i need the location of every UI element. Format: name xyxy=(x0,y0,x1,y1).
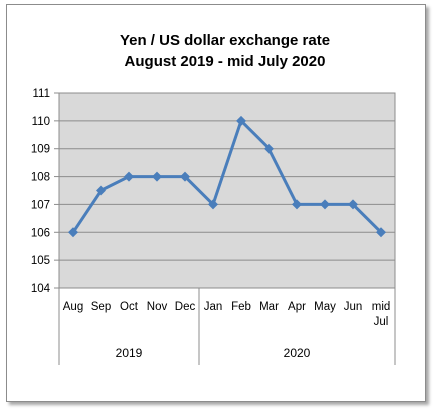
x-tick-label: Apr xyxy=(288,301,306,313)
data-point-dec xyxy=(180,171,190,182)
y-tick-label: 111 xyxy=(33,88,50,100)
x-tick-label: May xyxy=(314,301,336,313)
y-tick-label: 106 xyxy=(31,227,50,239)
data-point-mid-jul xyxy=(376,227,386,238)
x-tick-label: Jan xyxy=(204,301,223,313)
data-point-sep xyxy=(96,185,106,196)
y-tick-label: 104 xyxy=(31,283,51,295)
gridlines xyxy=(59,92,395,289)
y-tick-label: 108 xyxy=(31,172,50,184)
x-tick-label: mid Jul xyxy=(372,301,391,328)
x-group-label: 2020 xyxy=(284,346,311,360)
y-axis: 104 105 106 107 108 109 110 111 xyxy=(31,88,59,295)
series-line-group xyxy=(68,115,386,238)
x-tick-label: Dec xyxy=(175,301,196,313)
y-tick-label: 107 xyxy=(31,199,50,211)
data-point-jan xyxy=(208,199,218,210)
y-tick-label: 105 xyxy=(31,255,50,267)
data-point-feb xyxy=(236,115,246,126)
x-tick-label: Nov xyxy=(147,301,168,313)
x-tick-label: Oct xyxy=(120,301,139,313)
y-tick-label: 110 xyxy=(32,116,50,128)
x-axis: Aug Sep Oct Nov Dec Jan Feb Mar Apr May Jun mid Jul 2… xyxy=(58,288,396,365)
data-point-oct xyxy=(124,171,134,182)
data-point-nov xyxy=(152,171,162,182)
x-tick-label: Sep xyxy=(91,301,111,313)
data-point-aug xyxy=(68,227,78,238)
x-tick-label: Feb xyxy=(231,301,251,313)
y-tick-label: 109 xyxy=(31,144,50,156)
chart-title-line1: Yen / US dollar exchange rate xyxy=(120,32,330,49)
data-point-jun xyxy=(348,199,358,210)
plot-area xyxy=(58,92,396,289)
x-tick-label: Jun xyxy=(344,301,363,313)
chart-title-line2: August 2019 - mid July 2020 xyxy=(125,53,326,70)
data-point-may xyxy=(320,199,330,210)
data-point-apr xyxy=(292,199,302,210)
x-group-label: 2019 xyxy=(116,346,143,360)
x-tick-label: Aug xyxy=(63,301,83,313)
data-point-mar xyxy=(264,143,274,154)
x-tick-label: Mar xyxy=(259,301,279,313)
